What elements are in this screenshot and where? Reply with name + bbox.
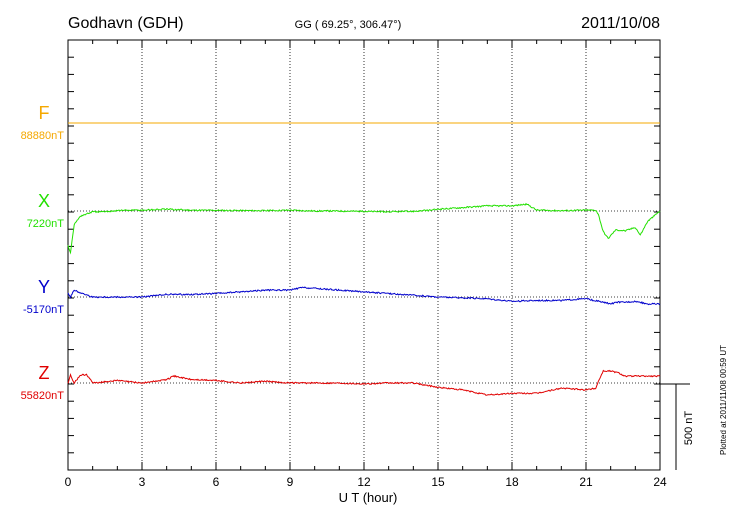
channel-x-label: X (38, 191, 50, 211)
grid-lines (68, 40, 660, 470)
series-lines (67, 122, 661, 396)
x-tick-labels: 0 3 6 9 12 15 18 21 24 (65, 475, 667, 489)
x-tick-label: 18 (505, 475, 519, 489)
channel-f-label: F (39, 103, 50, 123)
plotted-timestamp: Plotted at 2011/11/08 00:59 UT (719, 345, 728, 455)
channel-z-label: Z (39, 363, 50, 383)
series-z-line (67, 369, 661, 396)
x-tick-label: 6 (213, 475, 220, 489)
series-x-line (67, 202, 661, 255)
channel-x-baseline-value: 7220nT (27, 218, 65, 230)
plot-date: 2011/10/08 (581, 15, 660, 32)
plot-frame (67, 39, 661, 471)
x-tick-label: 12 (357, 475, 371, 489)
x-tick-label: 9 (287, 475, 294, 489)
axis-ticks (67, 39, 661, 471)
x-tick-label: 24 (653, 475, 667, 489)
x-tick-label: 15 (431, 475, 445, 489)
x-tick-label: 3 (139, 475, 146, 489)
station-coordinates: GG ( 69.25°, 306.47°) (295, 19, 402, 31)
station-title: Godhavn (GDH) (68, 15, 184, 32)
scale-bar-label: 500 nT (683, 411, 695, 446)
scale-bar: 500 nT (660, 383, 695, 470)
series-y-line (67, 286, 661, 306)
channel-z-baseline-value: 55820nT (21, 390, 65, 402)
channel-labels: F 88880nT X 7220nT Y -5170nT Z 55820nT (21, 103, 65, 402)
channel-y-baseline-value: -5170nT (23, 304, 64, 316)
x-axis-label: U T (hour) (339, 490, 398, 505)
channel-y-label: Y (38, 277, 50, 297)
x-tick-label: 21 (579, 475, 593, 489)
channel-f-baseline-value: 88880nT (21, 130, 65, 142)
x-tick-label: 0 (65, 475, 72, 489)
